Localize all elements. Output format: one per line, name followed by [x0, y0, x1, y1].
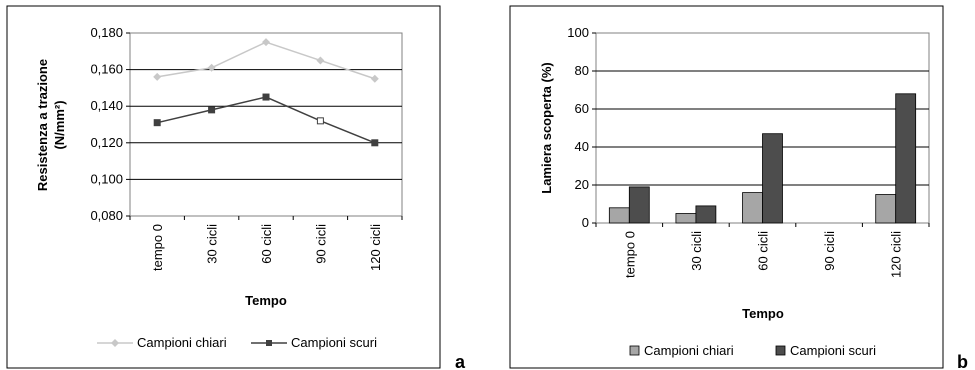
chart-b-y-tick-label: 0	[582, 215, 589, 230]
chart-a-legend: Campioni chiari Campioni scuri	[97, 335, 377, 350]
chart-b-legend: Campioni chiari Campioni scuri	[629, 343, 876, 358]
chart-b-y-tick-label: 80	[575, 63, 589, 78]
chart-b-x-tick-label: tempo 0	[622, 231, 637, 278]
chart-b-y-axis-title: Lamiera scoperta (%)	[539, 62, 554, 194]
chart-a-series-line-0	[157, 41, 376, 80]
chart-b-bar-scuri	[762, 133, 783, 224]
chart-a-point-scuri	[316, 117, 324, 125]
chart-a-y-tick-label: 0,120	[90, 135, 123, 150]
chart-a-series-line-1	[157, 96, 376, 144]
chart-a-y-ticks: 0,080 0,100 0,120 0,140 0,160 0,180	[90, 25, 130, 223]
chart-a-point-scuri	[153, 119, 161, 127]
chart-b-legend-swatch-scuri	[775, 345, 786, 356]
chart-b: 0 20 40 60 80 100 tempo 0 30 cicli 60 cicli 90 c…	[509, 5, 968, 370]
chart-b-x-tick-label: 60 cicli	[756, 231, 771, 271]
chart-b-x-tick-label: 90 cicli	[822, 231, 837, 271]
chart-a-x-tick-label: tempo 0	[150, 224, 165, 271]
chart-b-x-tick-label: 120 cicli	[889, 231, 904, 278]
chart-b-x-tick-label: 30 cicli	[689, 231, 704, 271]
chart-a-y-tick-label: 0,080	[90, 208, 123, 223]
chart-b-bar-chiari	[742, 192, 763, 224]
chart-b-bar-chiari	[675, 213, 697, 224]
chart-b-bar-scuri	[695, 205, 717, 224]
chart-b-bar-scuri	[895, 93, 917, 224]
chart-b-bar-chiari	[875, 194, 897, 224]
chart-a-y-tick-label: 0,180	[90, 25, 123, 40]
chart-b-legend-label-chiari: Campioni chiari	[644, 343, 734, 358]
chart-a-legend-label-chiari: Campioni chiari	[137, 335, 227, 350]
chart-a-series	[153, 38, 379, 147]
chart-a-point-scuri	[262, 93, 270, 101]
chart-a-gridlines	[130, 69, 402, 180]
chart-a-point-chiari	[316, 56, 325, 65]
chart-a-x-tick-label: 90 cicli	[313, 224, 328, 264]
chart-a-y-tick-label: 0,160	[90, 62, 123, 77]
chart-b-y-tick-label: 20	[575, 177, 589, 192]
chart-a-x-tick-label: 30 cicli	[205, 224, 220, 264]
chart-a-x-axis-title: Tempo	[245, 293, 287, 308]
chart-a-y-axis-title-line2: (N/mm²)	[52, 100, 67, 149]
chart-b-legend-label-scuri: Campioni scuri	[790, 343, 876, 358]
chart-b-panel-label: b	[957, 352, 968, 370]
chart-a-x-ticks: tempo 0 30 cicli 60 cicli 90 cicli 120 cicli	[129, 216, 403, 271]
chart-b-frame	[509, 5, 944, 369]
chart-a-panel-label: a	[455, 352, 466, 370]
chart-a-point-chiari	[207, 63, 216, 72]
chart-a: 0,080 0,100 0,120 0,140 0,160 0,180 tempo 0 30…	[6, 5, 466, 370]
chart-b-bar-chiari	[608, 207, 630, 224]
chart-b-y-ticks: 0 20 40 60 80 100	[567, 25, 596, 230]
chart-a-x-tick-label: 60 cicli	[259, 224, 274, 264]
chart-a-y-tick-label: 0,100	[90, 171, 123, 186]
chart-b-legend-swatch-chiari	[629, 345, 640, 356]
chart-a-y-tick-label: 0,140	[90, 98, 123, 113]
chart-a-point-chiari	[262, 38, 270, 47]
chart-b-bars	[608, 93, 917, 224]
chart-a-point-chiari	[153, 72, 162, 81]
chart-a-point-chiari	[370, 74, 379, 83]
chart-b-y-tick-label: 40	[575, 139, 589, 154]
chart-b-x-axis-title: Tempo	[742, 306, 784, 321]
chart-a-y-axis-title-line1: Resistenza a trazione	[35, 59, 50, 191]
chart-b-bar-scuri	[628, 186, 650, 224]
chart-b-x-ticks: tempo 0 30 cicli 60 cicli 90 cicli 120 cicli	[595, 223, 930, 278]
chart-a-legend-marker-scuri	[266, 340, 272, 346]
chart-a-point-scuri	[208, 106, 216, 114]
chart-b-y-tick-label: 60	[575, 101, 589, 116]
chart-a-frame	[6, 5, 441, 369]
chart-a-x-tick-label: 120 cicli	[368, 224, 383, 271]
chart-a-legend-label-scuri: Campioni scuri	[291, 335, 377, 350]
chart-b-y-tick-label: 100	[567, 25, 589, 40]
chart-a-legend-marker-chiari	[111, 339, 119, 347]
chart-a-plot-area	[129, 32, 403, 217]
chart-a-point-scuri	[371, 139, 379, 147]
